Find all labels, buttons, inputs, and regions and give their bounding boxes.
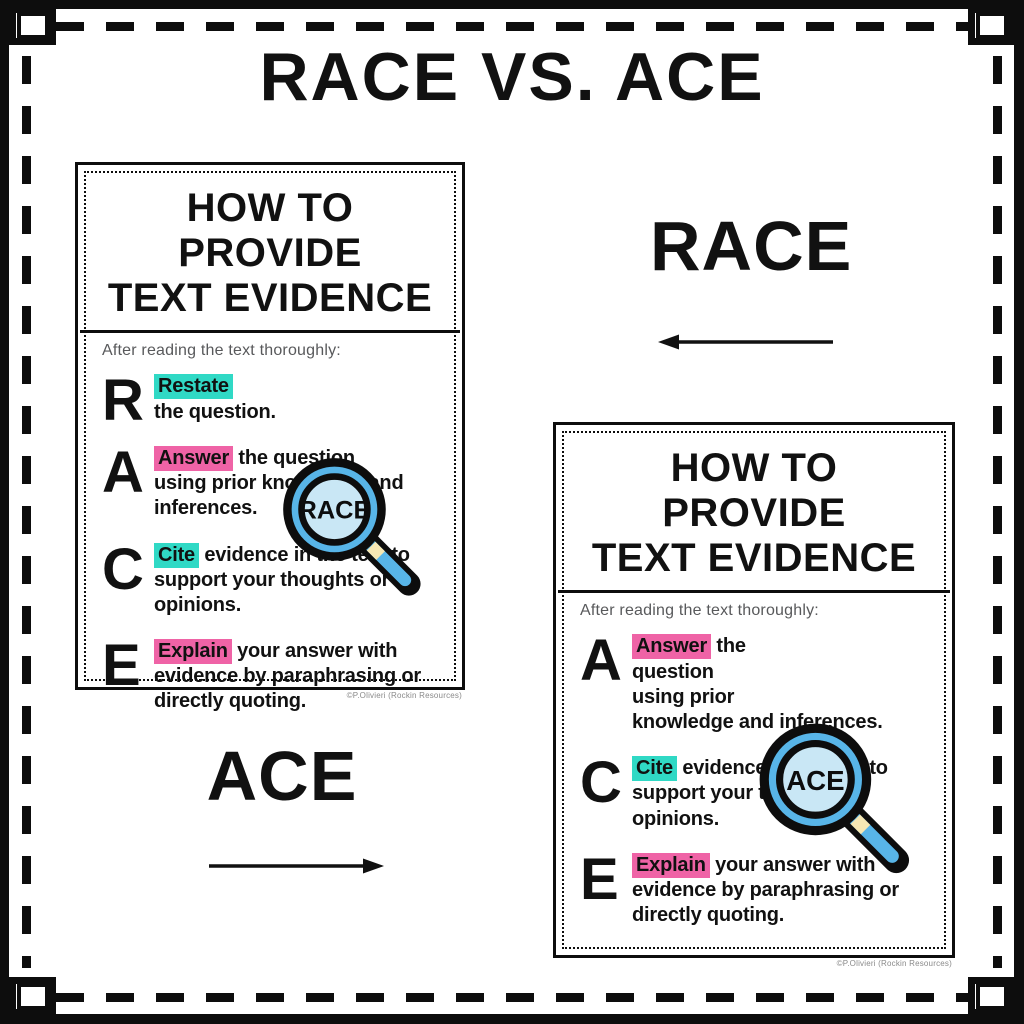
frame-edge-top <box>0 0 1024 9</box>
acronym-letter: A <box>580 628 622 694</box>
desc-line: directly quoting. <box>154 690 307 713</box>
dashed-border-top <box>56 22 968 31</box>
frame-edge-right <box>1014 0 1024 1024</box>
ace-magnifier-label: ACE <box>786 765 844 796</box>
corner-ornament-inner-square <box>16 12 49 39</box>
ace-card-intro: After reading the text thoroughly: <box>580 602 819 620</box>
ace-arrow-right-icon <box>209 858 384 874</box>
race-card-body: After reading the text thoroughly: RAC E … <box>100 333 440 714</box>
keyword-rest: the <box>711 635 746 658</box>
race-card-title-line1: HOW TO PROVIDE <box>178 186 362 275</box>
corner-ornament-inner-square <box>16 983 49 1010</box>
ace-magnifier-icon: ACE <box>759 724 910 874</box>
race-card-title-line2: TEXT EVIDENCE <box>107 275 433 320</box>
corner-ornament-bottom-left <box>9 977 56 1016</box>
corner-ornament-top-left <box>9 6 56 45</box>
acronym-letter: C <box>102 536 144 602</box>
frame-edge-bottom <box>0 1014 1024 1024</box>
race-item-answer: A Answer the question using prior knowle… <box>102 439 440 522</box>
keyword-highlight: Answer <box>632 634 712 660</box>
acronym-letter: E <box>580 846 619 912</box>
race-card-intro: After reading the text thoroughly: <box>102 342 341 360</box>
desc-line: support your thoughts or <box>154 568 390 591</box>
ace-item-explain: E Explain your answer with evidence by p… <box>580 846 930 929</box>
acronym-letter: E <box>102 633 141 699</box>
keyword-highlight: Explain <box>154 639 232 665</box>
frame-edge-left <box>0 0 9 1024</box>
ace-card-title-line1: HOW TO PROVIDE <box>662 446 846 535</box>
ace-card-body: After reading the text thoroughly: ACE A… <box>578 593 930 928</box>
dashed-border-right <box>993 56 1002 968</box>
desc-line: opinions. <box>632 807 720 830</box>
race-section-label: RACE <box>650 207 853 285</box>
ace-anchor-chart-card: HOW TO PROVIDE TEXT EVIDENCE After readi… <box>553 422 955 968</box>
corner-ornament-inner-square <box>975 12 1008 39</box>
copyright-credit: ©P.Olivieri (Rockin Resources) <box>346 691 462 700</box>
keyword-highlight: Answer <box>154 445 234 471</box>
race-magnifier-label: RACE <box>298 497 370 525</box>
acronym-letter: R <box>102 368 144 434</box>
race-anchor-chart-card: HOW TO PROVIDE TEXT EVIDENCE After readi… <box>75 162 465 712</box>
desc-line: opinions. <box>154 593 242 616</box>
keyword-highlight: Restate <box>154 374 233 400</box>
keyword-rest: your answer with <box>231 640 398 663</box>
ace-section-label: ACE <box>206 737 358 815</box>
desc-line: directly quoting. <box>632 904 785 927</box>
race-item-explain: E Explain your answer with evidence by p… <box>102 633 440 715</box>
race-item-restate: R Restate the question. <box>102 368 440 434</box>
desc-line: the question. <box>154 400 276 423</box>
desc-line: evidence by paraphrasing or <box>154 665 421 688</box>
desc-line: using prior <box>632 685 735 708</box>
corner-ornament-bottom-right <box>968 977 1015 1016</box>
race-card-divider <box>80 330 460 334</box>
keyword-highlight: Cite <box>632 756 677 782</box>
ace-card-title-line2: TEXT EVIDENCE <box>591 535 917 580</box>
corner-ornament-inner-square <box>975 983 1008 1010</box>
ace-card-divider <box>558 590 950 594</box>
keyword-highlight: Cite <box>154 542 199 568</box>
desc-line: evidence by paraphrasing or <box>632 878 899 901</box>
copyright-credit: ©P.Olivieri (Rockin Resources) <box>836 959 952 968</box>
race-magnifier-icon: RACE <box>283 458 421 596</box>
ace-card-title: HOW TO PROVIDE TEXT EVIDENCE <box>578 433 930 590</box>
page-title: RACE VS. ACE <box>259 39 765 115</box>
keyword-rest: your answer with <box>709 853 876 876</box>
ace-card-dotted-frame: HOW TO PROVIDE TEXT EVIDENCE After readi… <box>558 431 950 949</box>
race-arrow-left-icon <box>658 334 833 350</box>
desc-line: question <box>632 660 714 683</box>
dashed-border-bottom <box>56 993 968 1002</box>
dashed-border-left <box>22 56 31 968</box>
keyword-highlight: Explain <box>632 852 710 878</box>
race-item-cite: C Cite evidence in the text to support y… <box>102 536 440 619</box>
race-card-dotted-frame: HOW TO PROVIDE TEXT EVIDENCE After readi… <box>80 171 460 712</box>
desc-line: inferences. <box>154 497 258 520</box>
race-card-title: HOW TO PROVIDE TEXT EVIDENCE <box>100 173 440 330</box>
corner-ornament-top-right <box>968 6 1015 45</box>
acronym-letter: C <box>580 750 622 816</box>
acronym-letter: A <box>102 439 144 505</box>
